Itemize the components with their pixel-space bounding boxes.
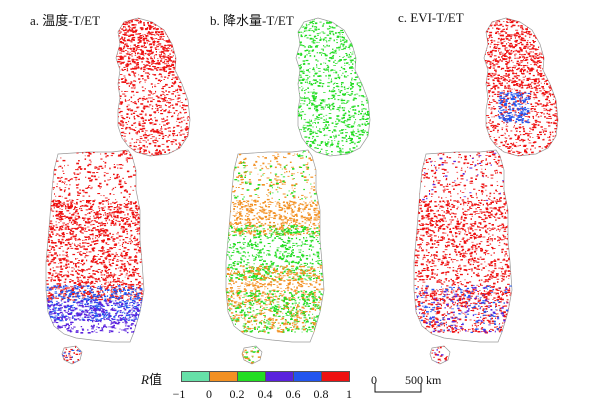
legend-swatch-4 xyxy=(293,371,322,382)
south-mid-red xyxy=(414,235,513,302)
north-green xyxy=(296,18,370,158)
legend-swatch-1 xyxy=(209,371,238,382)
legend-swatch-3 xyxy=(265,371,294,382)
north-bottom-red xyxy=(116,70,190,157)
speckle-layer xyxy=(226,18,370,364)
scale-bar-start-label: 0 xyxy=(371,373,377,387)
island-outline xyxy=(429,345,451,365)
legend-tick-1: 0 xyxy=(206,387,212,401)
legend-tick-0: −1 xyxy=(172,387,186,401)
north-blue-patch xyxy=(498,92,531,124)
scale-bar-end-label: 500 km xyxy=(405,373,442,387)
panel-a-title: a. 温度-T/ET xyxy=(30,13,101,28)
panel-a-map xyxy=(45,17,191,365)
scale-bar-line xyxy=(374,383,422,393)
south-bottom-orange xyxy=(226,300,325,334)
panel-c-title: c. EVI-T/ET xyxy=(398,10,464,25)
legend-swatch-5 xyxy=(321,371,350,382)
legend-tick-4: 0.6 xyxy=(285,387,301,401)
legend-swatch-2 xyxy=(237,371,266,382)
legend-title: R值 xyxy=(141,372,162,387)
legend-tick-3: 0.4 xyxy=(257,387,273,401)
island-outline xyxy=(61,345,83,365)
south-band-red xyxy=(46,200,145,232)
south-blue xyxy=(414,285,513,334)
island-outline xyxy=(241,345,263,365)
panel-b-title: b. 降水量-T/ET xyxy=(210,13,294,28)
panel-c-map xyxy=(413,17,559,365)
panel-b-map xyxy=(225,17,371,365)
legend-tick-5: 0.8 xyxy=(313,387,329,401)
legend-swatch-0 xyxy=(181,371,210,382)
scale-bar xyxy=(374,383,422,393)
legend-tick-2: 0.2 xyxy=(229,387,245,401)
legend-tick-6: 1 xyxy=(346,387,352,401)
